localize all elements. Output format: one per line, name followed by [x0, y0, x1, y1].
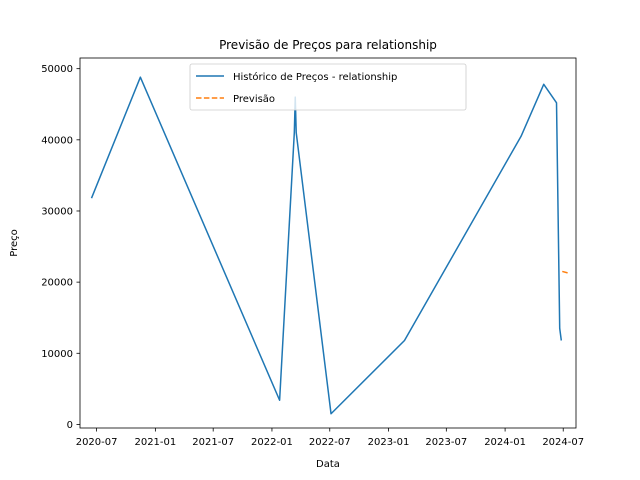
x-axis-label: Data [316, 459, 340, 470]
y-tick-label-1: 10000 [41, 349, 73, 360]
x-tick-label-6: 2023-07 [425, 437, 467, 448]
axes-frame [79, 57, 577, 429]
x-tick-label-3: 2022-01 [251, 437, 293, 448]
y-tick-label-4: 40000 [41, 135, 73, 146]
y-tick-label-2: 20000 [41, 278, 73, 289]
x-tick-label-7: 2024-01 [484, 437, 526, 448]
x-tick-label-0: 2020-07 [76, 437, 118, 448]
x-tick-label-4: 2022-07 [309, 437, 351, 448]
legend-label-previsao: Previsão [233, 94, 275, 105]
y-axis-label: Preço [9, 229, 20, 257]
x-tick-label-2: 2021-07 [192, 437, 234, 448]
x-tick-label-8: 2024-07 [542, 437, 584, 448]
series-layer [90, 76, 568, 415]
series-line-1 [562, 270, 568, 274]
chart-title: Previsão de Preços para relationship [219, 38, 437, 52]
series-line-0 [90, 76, 563, 415]
y-tick-label-3: 30000 [41, 206, 73, 217]
legend-label-historico: Histórico de Preços - relationship [233, 71, 397, 83]
x-axis-ticks: 2020-07 2021-01 2021-07 2022-01 2022-07 2023-… [76, 428, 584, 448]
y-axis-ticks: 0 10000 20000 30000 40000 50000 [41, 64, 80, 431]
y-tick-label-5: 50000 [41, 64, 73, 75]
x-tick-label-1: 2021-01 [134, 437, 176, 448]
x-tick-label-5: 2023-01 [368, 437, 410, 448]
plot-area [79, 57, 577, 429]
y-tick-label-0: 0 [67, 420, 73, 431]
legend: Histórico de Preços - relationship Previ… [189, 63, 467, 111]
legend-box [189, 63, 467, 111]
